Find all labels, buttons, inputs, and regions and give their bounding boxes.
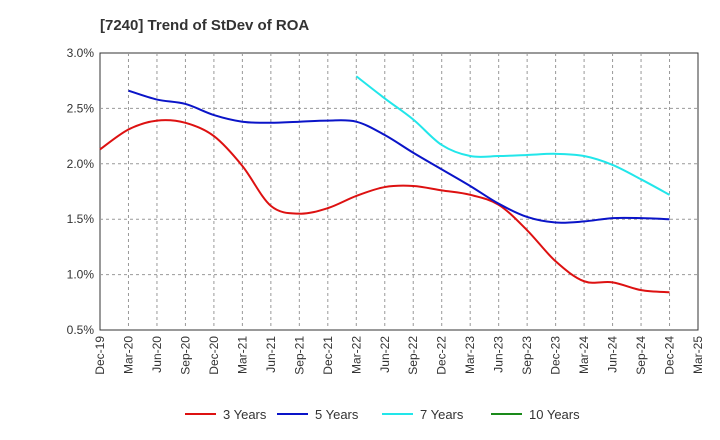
legend: 3 Years 5 Years 7 Years 10 Years <box>185 407 580 422</box>
x-tick-label: Mar-22 <box>349 336 363 374</box>
y-tick-label: 2.5% <box>67 101 95 115</box>
x-tick-label: Jun-24 <box>606 336 620 373</box>
x-tick-label: Dec-20 <box>207 336 221 375</box>
y-tick-label: 3.0% <box>67 46 95 60</box>
x-tick-label: Mar-23 <box>463 336 477 374</box>
x-tick-label: Mar-21 <box>235 336 249 374</box>
plot-area <box>99 52 699 331</box>
chart-title: [7240] Trend of StDev of ROA <box>100 17 309 34</box>
series-line-5-years <box>128 89 670 224</box>
x-tick-label: Dec-19 <box>93 336 107 375</box>
legend-label-3-years: 3 Years <box>223 407 267 422</box>
x-tick-label: Jun-20 <box>150 336 164 373</box>
x-axis: Dec-19 Mar-20 Jun-20 Sep-20 Dec-20 Mar-21 Jun-… <box>93 336 705 375</box>
x-tick-label: Sep-21 <box>292 336 306 375</box>
x-tick-label: Jun-22 <box>378 336 392 373</box>
x-tick-label: Sep-24 <box>634 336 648 375</box>
x-tick-label: Sep-20 <box>178 336 192 375</box>
y-tick-label: 1.5% <box>67 212 95 226</box>
y-tick-label: 2.0% <box>67 157 95 171</box>
x-tick-label: Jun-21 <box>264 336 278 373</box>
x-tick-label: Dec-22 <box>435 336 449 375</box>
x-tick-label: Mar-25 <box>691 336 705 374</box>
x-tick-label: Sep-23 <box>520 336 534 375</box>
legend-label-10-years: 10 Years <box>529 407 580 422</box>
x-tick-label: Mar-24 <box>577 336 591 374</box>
series-lines <box>99 75 670 294</box>
legend-label-7-years: 7 Years <box>420 407 464 422</box>
series-line-7-years <box>355 75 670 196</box>
x-tick-label: Jun-23 <box>492 336 506 373</box>
y-tick-label: 1.0% <box>67 268 95 282</box>
x-tick-label: Dec-24 <box>663 336 677 375</box>
y-tick-label: 0.5% <box>67 323 95 337</box>
y-axis: 0.5% 1.0% 1.5% 2.0% 2.5% 3.0% <box>67 46 95 337</box>
x-tick-label: Dec-21 <box>321 336 335 375</box>
x-tick-label: Sep-22 <box>406 336 420 375</box>
x-tick-label: Dec-23 <box>549 336 563 375</box>
x-tick-label: Mar-20 <box>121 336 135 374</box>
series-line-3-years <box>99 119 670 294</box>
legend-label-5-years: 5 Years <box>315 407 359 422</box>
